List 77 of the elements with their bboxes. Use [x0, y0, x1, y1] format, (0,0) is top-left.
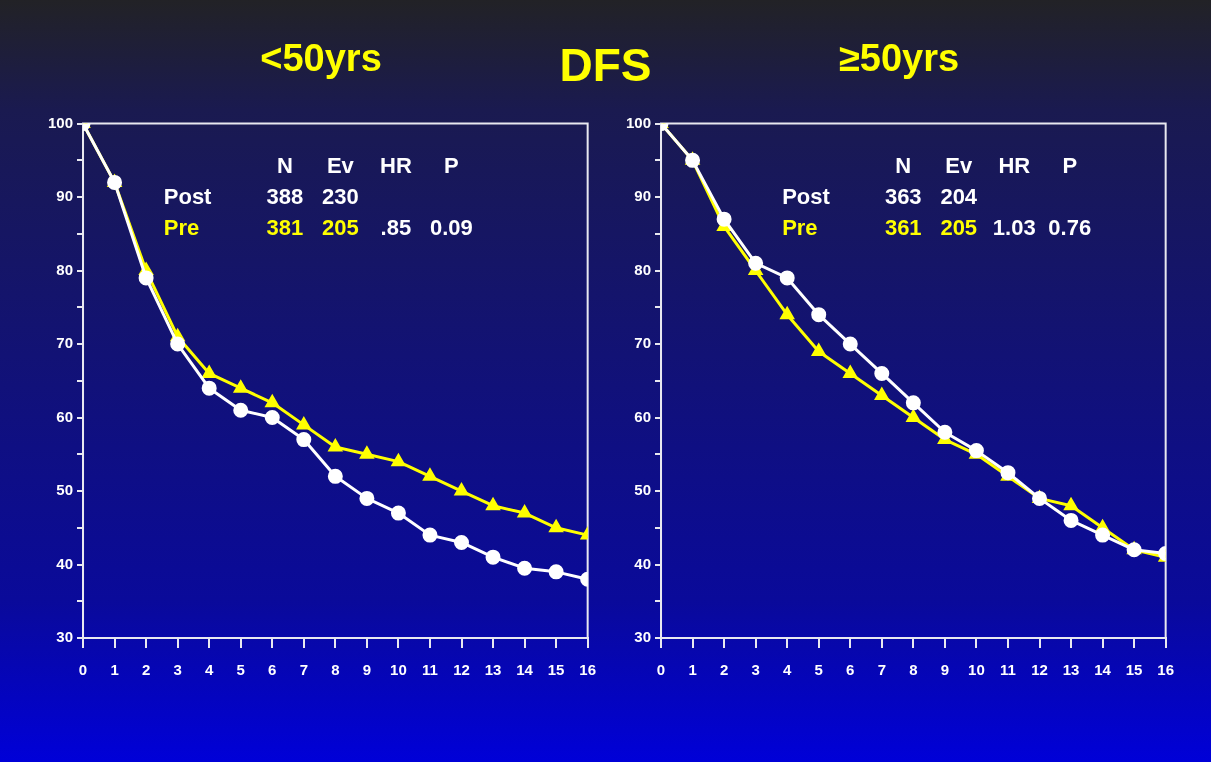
y-tick-label: 90: [634, 187, 652, 205]
x-tick-label: 7: [299, 661, 308, 679]
y-tick-label: 30: [56, 628, 74, 646]
x-tick-label: 15: [547, 661, 565, 679]
x-tick-label: 9: [940, 661, 950, 679]
y-tick-label: 80: [634, 260, 652, 278]
x-tick-label: 2: [719, 661, 729, 679]
text: DFS: [559, 39, 652, 91]
annotation: 388: [266, 184, 304, 210]
annotation: HR: [998, 153, 1031, 179]
x-tick-label: 4: [783, 661, 793, 679]
x-tick-label: 10: [390, 661, 407, 679]
x-tick-label: 14: [1094, 661, 1112, 679]
x-tick-label: 13: [484, 661, 502, 679]
chart-title: ≥50yrs: [838, 37, 960, 80]
x-tick-label: 9: [362, 661, 372, 679]
y-tick-label: 100: [48, 113, 74, 131]
y-tick-label: 40: [634, 554, 652, 572]
annotation: .85: [380, 215, 412, 241]
x-tick-label: 0: [78, 661, 88, 679]
y-tick-label: 70: [56, 334, 74, 352]
y-tick-label: 60: [634, 407, 652, 425]
annotation: 363: [884, 184, 922, 210]
y-tick-label: 60: [56, 407, 74, 425]
x-tick-label: 6: [846, 661, 855, 679]
y-tick-label: 80: [56, 260, 74, 278]
y-tick-label: 90: [56, 187, 74, 205]
x-tick-label: 3: [173, 661, 182, 679]
annotation: HR: [380, 153, 412, 179]
annotation: 204: [940, 184, 978, 210]
x-tick-label: 1: [688, 661, 697, 679]
annotation: 0.76: [1048, 215, 1092, 241]
x-tick-label: 5: [814, 661, 823, 679]
x-tick-label: 14: [516, 661, 534, 679]
y-tick-label: 50: [56, 481, 74, 499]
x-tick-label: 0: [656, 661, 666, 679]
x-tick-label: 12: [453, 661, 470, 679]
annotation: Ev: [326, 153, 355, 179]
annotation: P: [1062, 153, 1078, 179]
x-tick-label: 11: [422, 661, 438, 679]
y-tick-label: 50: [634, 481, 652, 499]
x-tick-label: 16: [579, 661, 596, 679]
annotation: 205: [322, 215, 359, 241]
annotation: 381: [266, 215, 304, 241]
x-tick-label: 12: [1031, 661, 1048, 679]
y-tick-label: 100: [626, 113, 652, 131]
annotation: Ev: [945, 153, 973, 179]
x-tick-label: 5: [236, 661, 245, 679]
series-label: Post: [163, 184, 213, 210]
annotation: 361: [884, 215, 922, 241]
x-tick-label: 1: [110, 661, 119, 679]
annotation: 0.09: [429, 215, 473, 241]
chart-title: <50yrs: [260, 37, 382, 80]
series-label: Pre: [163, 215, 200, 241]
annotation: N: [895, 153, 912, 179]
y-tick-label: 70: [634, 334, 652, 352]
x-tick-label: 13: [1062, 661, 1080, 679]
x-tick-label: 15: [1125, 661, 1143, 679]
y-tick-label: 30: [634, 628, 652, 646]
x-tick-label: 7: [877, 661, 886, 679]
x-tick-label: 3: [751, 661, 760, 679]
x-tick-label: 8: [909, 661, 918, 679]
x-tick-label: 16: [1157, 661, 1174, 679]
x-tick-label: 10: [968, 661, 985, 679]
text: Post: [782, 184, 831, 210]
annotation: 1.03: [992, 215, 1036, 241]
x-tick-label: 6: [268, 661, 277, 679]
x-tick-label: 2: [141, 661, 151, 679]
annotation: 205: [940, 215, 978, 241]
annotation: P: [444, 153, 459, 179]
x-tick-label: 11: [1000, 661, 1016, 679]
annotation: 230: [322, 184, 359, 210]
y-tick-label: 40: [56, 554, 74, 572]
x-tick-label: 8: [331, 661, 340, 679]
series-label: Pre: [782, 215, 818, 241]
x-tick-label: 4: [205, 661, 215, 679]
annotation: N: [276, 153, 293, 179]
